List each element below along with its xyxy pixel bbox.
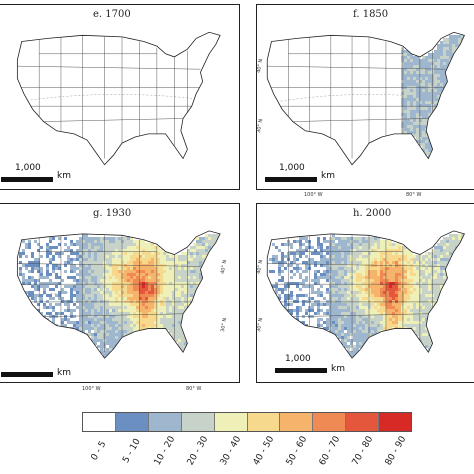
legend-swatch bbox=[83, 413, 116, 431]
us-map-2000 bbox=[257, 204, 474, 382]
legend-label: 40 - 50 bbox=[251, 434, 276, 468]
scale-label: 1,000 bbox=[279, 163, 305, 173]
scale-bar bbox=[1, 177, 53, 182]
lon-tick: 100° W bbox=[82, 386, 101, 392]
country-outline bbox=[266, 230, 465, 359]
outside-mask bbox=[257, 204, 474, 382]
state-boundary bbox=[267, 65, 446, 70]
scale-unit: km bbox=[57, 368, 71, 378]
legend-label: 10 - 20 bbox=[152, 434, 177, 468]
legend-swatch bbox=[181, 413, 215, 431]
state-boundary bbox=[17, 65, 201, 70]
state-boundary bbox=[267, 263, 446, 267]
legend-label: 80 - 90 bbox=[383, 434, 408, 468]
legend-label: 30 - 40 bbox=[218, 434, 243, 468]
scale-bar bbox=[275, 368, 327, 373]
map-panel-1700: e. 1700 1,000 km bbox=[0, 4, 240, 190]
outside-mask bbox=[0, 204, 239, 382]
state-boundary bbox=[292, 118, 429, 122]
legend-label: 5 - 10 bbox=[120, 437, 143, 465]
lon-tick: 100° W bbox=[304, 192, 323, 198]
panel-title: e. 1700 bbox=[93, 9, 131, 20]
state-boundary bbox=[17, 263, 201, 267]
outside-mask bbox=[0, 5, 239, 189]
legend-swatch bbox=[280, 413, 314, 431]
panel-title: h. 2000 bbox=[353, 208, 392, 219]
legend-color-bar bbox=[82, 412, 412, 432]
scale-bar bbox=[1, 372, 53, 377]
map-panel-1850: f. 1850 40° N 30° N 1,000 km bbox=[256, 4, 474, 190]
panel-title: g. 1930 bbox=[93, 208, 132, 219]
panel-title: f. 1850 bbox=[353, 9, 389, 20]
scale-unit: km bbox=[57, 171, 71, 181]
legend-swatch bbox=[379, 413, 412, 431]
map-panel-2000: h. 2000 40° N 30° N 1,000 km bbox=[256, 203, 474, 383]
legend-label: 50 - 60 bbox=[284, 434, 309, 468]
legend-swatch bbox=[115, 413, 149, 431]
lon-tick: 80° W bbox=[186, 386, 202, 392]
us-map-1850 bbox=[257, 5, 474, 189]
state-boundary bbox=[43, 118, 184, 122]
state-boundary bbox=[292, 313, 429, 317]
scale-label: 1,000 bbox=[285, 354, 311, 364]
scale-unit: km bbox=[321, 171, 335, 181]
country-outline bbox=[16, 31, 221, 166]
us-map-1700 bbox=[0, 5, 239, 189]
legend-label: 60 - 70 bbox=[317, 434, 342, 468]
lon-tick: 80° W bbox=[406, 192, 422, 198]
legend-label: 70 - 80 bbox=[350, 434, 375, 468]
us-map-1930 bbox=[0, 204, 239, 382]
country-outline bbox=[266, 31, 465, 166]
legend-label: 0 - 5 bbox=[89, 439, 108, 463]
country-outline bbox=[16, 230, 221, 359]
legend-labels: 0 - 5 5 - 10 10 - 20 20 - 30 30 - 40 40 - 50 5… bbox=[82, 434, 412, 470]
outside-mask bbox=[257, 5, 474, 189]
legend-swatch bbox=[313, 413, 347, 431]
legend-swatch bbox=[214, 413, 248, 431]
scale-bar bbox=[265, 177, 317, 182]
state-boundary bbox=[43, 313, 184, 317]
map-panel-1930: g. 1930 40° N 30° N km bbox=[0, 203, 240, 383]
scale-label: 1,000 bbox=[15, 163, 41, 173]
legend-swatch bbox=[148, 413, 182, 431]
legend-swatch bbox=[247, 413, 281, 431]
legend-swatch bbox=[346, 413, 380, 431]
scale-unit: km bbox=[331, 364, 345, 374]
legend-label: 20 - 30 bbox=[185, 434, 210, 468]
